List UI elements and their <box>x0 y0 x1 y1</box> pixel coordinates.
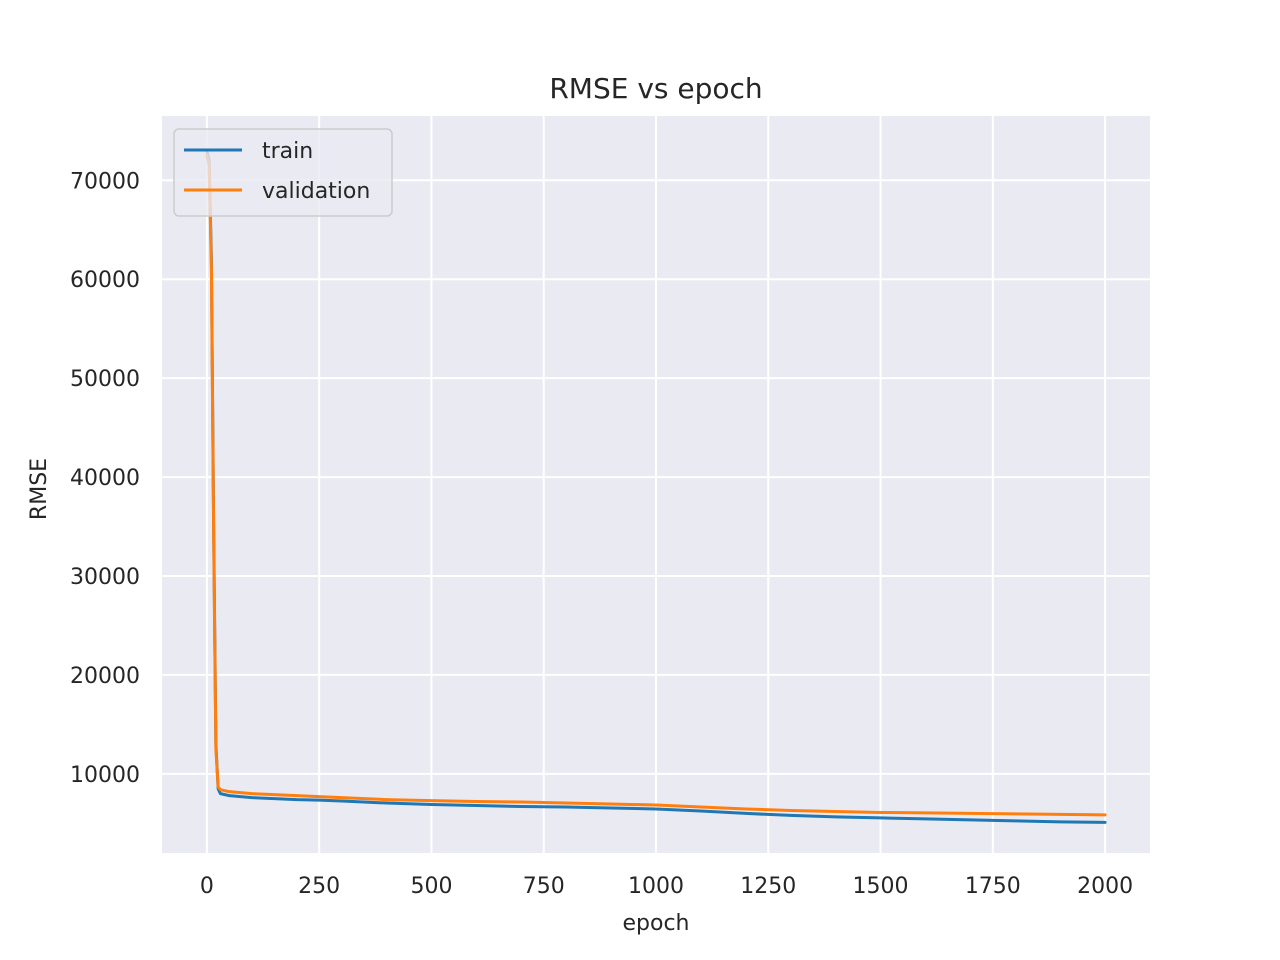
y-tick-label: 50000 <box>70 367 140 392</box>
x-tick-label: 500 <box>410 874 452 899</box>
x-tick-label: 0 <box>200 874 214 899</box>
x-tick-label: 1000 <box>628 874 684 899</box>
legend: train validation <box>173 128 393 217</box>
y-tick-label: 40000 <box>70 466 140 491</box>
legend-validation-label: validation <box>262 179 370 204</box>
legend-train-label: train <box>262 139 313 164</box>
x-tick-label: 250 <box>298 874 340 899</box>
y-tick-label: 60000 <box>70 268 140 293</box>
series-lines <box>205 149 1107 824</box>
x-tick-label: 1500 <box>853 874 909 899</box>
y-axis-label: RMSE <box>27 458 52 520</box>
tick-labels: 0 250 500 750 1000 1250 1500 1750 2000 10000 20000… <box>70 169 1133 899</box>
grid-lines <box>162 116 1150 853</box>
y-tick-label: 20000 <box>70 664 140 689</box>
y-tick-label: 10000 <box>70 763 140 788</box>
y-tick-label: 30000 <box>70 565 140 590</box>
x-axis-label: epoch <box>623 911 690 936</box>
y-tick-label: 70000 <box>70 169 140 194</box>
x-tick-label: 2000 <box>1077 874 1133 899</box>
x-tick-label: 1250 <box>740 874 796 899</box>
x-tick-label: 750 <box>523 874 565 899</box>
series-line-validation <box>205 154 1107 817</box>
chart-title: RMSE vs epoch <box>549 72 762 105</box>
x-tick-label: 1750 <box>965 874 1021 899</box>
